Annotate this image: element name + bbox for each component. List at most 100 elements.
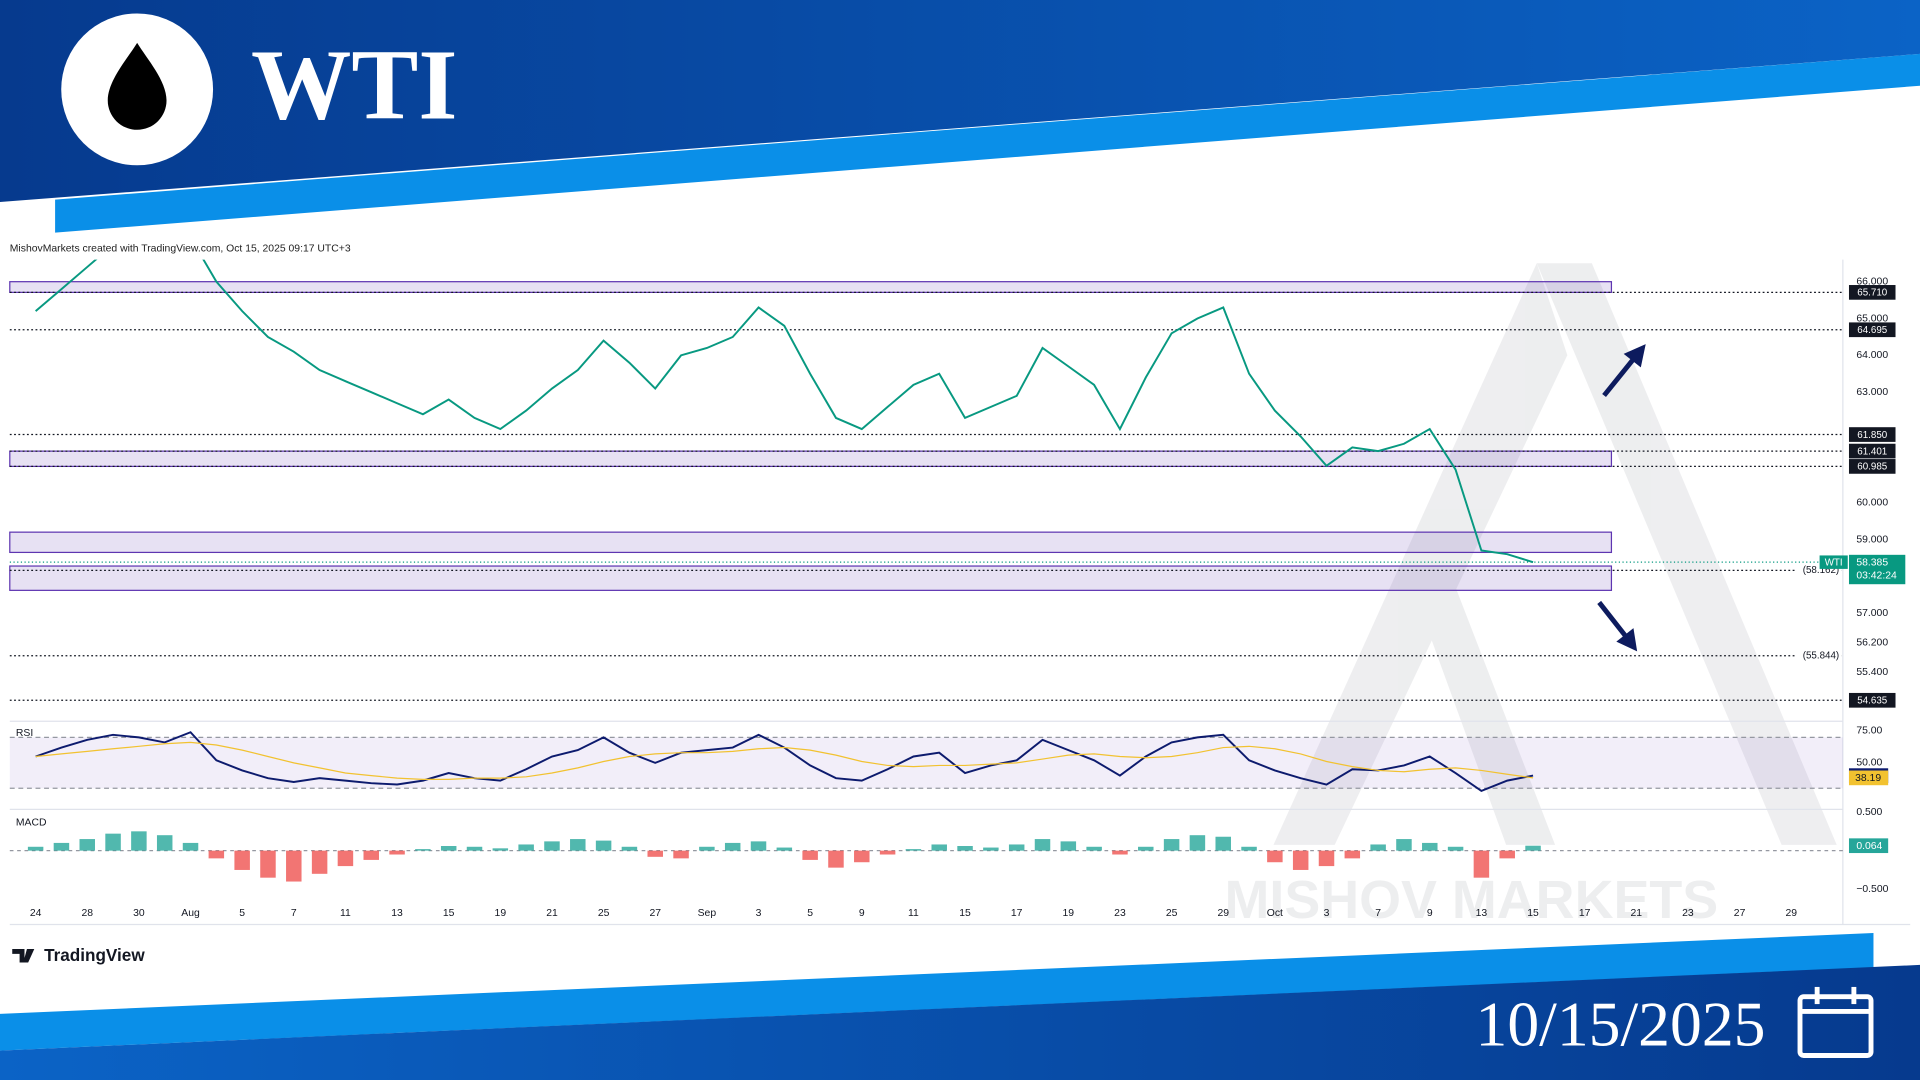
series-name: WTI [1825, 557, 1843, 568]
tradingview-logo: TradingView [44, 945, 145, 965]
histogram-bar [311, 850, 328, 874]
y-tick-label: 66.000 [1856, 276, 1888, 287]
level-tag [1848, 322, 1896, 338]
histogram-bar [1008, 844, 1025, 851]
calendar-icon [1797, 986, 1874, 1058]
histogram-bar [131, 831, 147, 851]
x-tick-label: 15 [959, 908, 971, 919]
histogram-bar [544, 841, 560, 851]
histogram-bar [492, 848, 509, 851]
histogram-bar [518, 844, 534, 851]
y-tick-label: 63.000 [1856, 387, 1888, 398]
histogram-bar [1318, 850, 1335, 867]
histogram-bar [1189, 835, 1206, 851]
histogram-bar [79, 839, 95, 851]
countdown: 03:42:24 [1856, 570, 1897, 581]
histogram-bar [1112, 850, 1128, 855]
x-tick-label: 15 [1527, 908, 1539, 919]
footer-stripe [0, 933, 1874, 1051]
pane-title: RSI [16, 728, 33, 739]
level-label: 65.710 [1857, 288, 1887, 299]
histogram-bar [105, 833, 121, 851]
level-tag [1848, 427, 1896, 442]
x-tick-label: 23 [1682, 908, 1694, 919]
header-stripe [55, 53, 1920, 233]
level-tag [1848, 285, 1896, 300]
series-name-tag [1819, 555, 1848, 569]
histogram-bar [53, 842, 70, 851]
x-tick-label: 5 [239, 908, 245, 919]
level-label: (55.844) [1803, 650, 1839, 661]
header-band [0, 0, 1920, 203]
histogram-bar [699, 846, 715, 851]
last-value: 38.19 [1855, 773, 1881, 784]
level-label-bg [1795, 649, 1842, 662]
x-tick-label: 11 [908, 908, 919, 919]
histogram-bar [260, 850, 276, 878]
y-tick-label: 60.000 [1856, 497, 1888, 508]
y-tick-label: 57.000 [1856, 608, 1888, 619]
level-tag [1848, 443, 1896, 459]
rsi-band [9, 737, 1843, 789]
level-label: (58.162) [1803, 565, 1839, 576]
last-price-tag [1848, 554, 1906, 585]
x-tick-label: 24 [30, 908, 42, 919]
level-label: 54.635 [1857, 696, 1887, 707]
y-tick-label: 64.000 [1856, 350, 1888, 361]
last-value: 0.064 [1856, 841, 1882, 852]
x-tick-label: Oct [1267, 908, 1283, 919]
x-tick-label: 13 [1476, 908, 1488, 919]
x-tick-label: 29 [1217, 908, 1229, 919]
histogram-bar [1525, 845, 1541, 851]
last-value-tag [1848, 838, 1889, 854]
watermark-text: MISHOV MARKETS [1224, 870, 1718, 930]
zone [9, 531, 1613, 554]
y-tick-label: 65.000 [1856, 313, 1888, 324]
histogram-bar [1138, 846, 1154, 851]
zone [9, 565, 1613, 591]
y-tick-label: 75.00 [1856, 726, 1882, 737]
x-tick-label: 15 [443, 908, 455, 919]
histogram-bar [1447, 846, 1464, 851]
level-tag [1848, 459, 1896, 474]
pane-title: MACD [16, 818, 47, 829]
histogram-bar [724, 842, 741, 851]
x-tick-label: 3 [756, 908, 762, 919]
x-tick-label: 19 [495, 908, 507, 919]
histogram-bar [182, 842, 199, 851]
x-tick-label: 17 [1579, 908, 1591, 919]
histogram-bar [1034, 839, 1051, 851]
histogram-bar [363, 850, 379, 860]
histogram-bar [570, 839, 586, 851]
histogram-bar [389, 850, 405, 855]
y-tick-label: 50.00 [1856, 758, 1882, 769]
histogram-bar [1060, 841, 1077, 851]
series-group [34, 259, 1534, 564]
footer-band [0, 964, 1920, 1080]
level-label: 64.695 [1857, 325, 1887, 336]
histogram-bar [957, 846, 973, 851]
x-tick-label: Sep [698, 908, 717, 919]
y-tick-label: −0.500 [1856, 884, 1888, 895]
y-tick-label: 56.200 [1856, 637, 1888, 648]
x-tick-label: 3 [1324, 908, 1330, 919]
x-tick-label: 29 [1785, 908, 1797, 919]
level-label: 61.850 [1857, 430, 1887, 441]
x-tick-label: 11 [340, 908, 351, 919]
x-tick-label: 30 [133, 908, 145, 919]
oil-drop-icon [107, 42, 167, 130]
histogram-bar [1422, 842, 1438, 851]
x-tick-label: 27 [1734, 908, 1746, 919]
histogram-bar [156, 835, 173, 851]
level-label: 61.401 [1857, 446, 1887, 457]
histogram-bar [647, 850, 663, 857]
histogram-bar [1396, 839, 1412, 851]
x-tick-label: 7 [291, 908, 297, 919]
histogram-bar [1370, 844, 1386, 851]
histogram-bar [879, 850, 896, 855]
histogram-bar [1292, 850, 1309, 870]
histogram-bar [802, 850, 818, 860]
x-tick-label: 5 [807, 908, 813, 919]
histogram-bar [1163, 839, 1180, 851]
